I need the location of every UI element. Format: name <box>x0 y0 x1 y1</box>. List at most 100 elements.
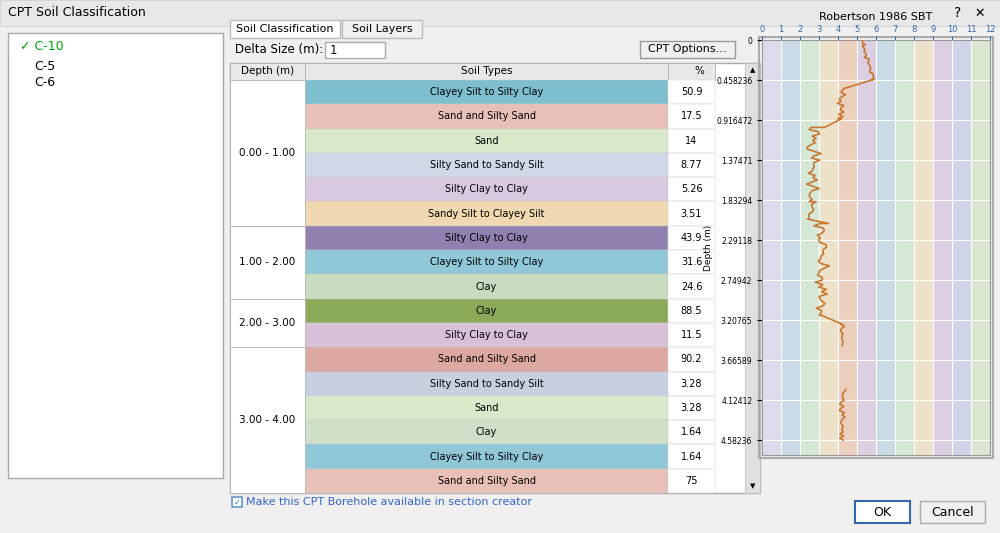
Text: 17.5: 17.5 <box>681 111 702 122</box>
Text: Depth (m): Depth (m) <box>241 67 294 77</box>
Text: Clayey Silt to Silty Clay: Clayey Silt to Silty Clay <box>430 257 543 267</box>
Text: 3.28: 3.28 <box>681 403 702 413</box>
Y-axis label: Depth (m): Depth (m) <box>704 224 713 271</box>
Bar <box>305 298 668 323</box>
Bar <box>668 347 715 372</box>
Bar <box>668 469 715 493</box>
Bar <box>305 347 668 372</box>
Text: OK: OK <box>874 505 892 519</box>
Bar <box>855 501 910 523</box>
Bar <box>668 274 715 298</box>
Bar <box>952 40 971 455</box>
Text: Silty Clay to Clay: Silty Clay to Clay <box>445 233 528 243</box>
Text: Sand: Sand <box>474 403 499 413</box>
Text: Silty Clay to Clay: Silty Clay to Clay <box>445 184 528 195</box>
Bar <box>668 396 715 420</box>
Bar <box>230 495 760 511</box>
Text: Clay: Clay <box>476 306 497 316</box>
Bar <box>305 469 668 493</box>
Text: 14: 14 <box>685 136 698 146</box>
Text: CPT Soil Classification: CPT Soil Classification <box>8 6 146 20</box>
Text: 24.6: 24.6 <box>681 281 702 292</box>
Text: ✓: ✓ <box>234 497 240 506</box>
Bar <box>668 80 715 104</box>
Text: 31.6: 31.6 <box>681 257 702 267</box>
Bar <box>232 497 242 507</box>
Text: Silty Clay to Clay: Silty Clay to Clay <box>445 330 528 340</box>
Text: 11.5: 11.5 <box>681 330 702 340</box>
Bar <box>305 63 668 80</box>
Bar <box>668 177 715 201</box>
Text: Make this CPT Borehole available in section creator: Make this CPT Borehole available in sect… <box>246 497 532 507</box>
Bar <box>305 396 668 420</box>
Bar <box>668 420 715 445</box>
Text: 90.2: 90.2 <box>681 354 702 365</box>
Bar <box>305 128 668 153</box>
Bar <box>342 20 422 38</box>
Bar <box>305 420 668 445</box>
Text: Silty Sand to Sandy Silt: Silty Sand to Sandy Silt <box>430 160 543 170</box>
Text: Cancel: Cancel <box>931 505 974 519</box>
Text: ✓ C-10: ✓ C-10 <box>20 39 64 52</box>
Bar <box>305 226 668 250</box>
Text: Sand and Silty Sand: Sand and Silty Sand <box>438 354 536 365</box>
Bar <box>305 372 668 396</box>
Text: 1.64: 1.64 <box>681 427 702 437</box>
Bar <box>895 40 914 455</box>
Bar <box>305 323 668 347</box>
Bar <box>819 40 838 455</box>
Title: Robertson 1986 SBT: Robertson 1986 SBT <box>819 12 933 22</box>
Text: 8.77: 8.77 <box>681 160 702 170</box>
Bar <box>325 42 385 58</box>
Text: CPT Options...: CPT Options... <box>648 44 726 54</box>
Bar <box>933 40 952 455</box>
Text: C-6: C-6 <box>34 77 55 90</box>
Bar <box>305 274 668 298</box>
Bar <box>305 201 668 226</box>
Bar <box>305 80 668 104</box>
Bar <box>305 104 668 128</box>
Text: Clayey Silt to Silty Clay: Clayey Silt to Silty Clay <box>430 87 543 97</box>
Text: Sandy Silt to Clayey Silt: Sandy Silt to Clayey Silt <box>428 208 545 219</box>
Text: 75: 75 <box>685 476 698 486</box>
Text: Clay: Clay <box>476 427 497 437</box>
Bar <box>668 104 715 128</box>
Text: C-5: C-5 <box>34 60 55 72</box>
Bar <box>914 40 933 455</box>
Text: ✕: ✕ <box>975 6 985 20</box>
Bar <box>230 347 305 493</box>
Text: ▼: ▼ <box>750 483 755 489</box>
Text: 3.51: 3.51 <box>681 208 702 219</box>
Bar <box>668 63 715 80</box>
Bar <box>800 40 819 455</box>
Bar <box>230 63 760 493</box>
Bar <box>230 226 305 298</box>
Text: 3.00 - 4.00: 3.00 - 4.00 <box>239 415 296 425</box>
Text: Sand and Silty Sand: Sand and Silty Sand <box>438 476 536 486</box>
Bar <box>668 201 715 226</box>
Text: Clay: Clay <box>476 281 497 292</box>
Bar <box>668 445 715 469</box>
Text: 2.00 - 3.00: 2.00 - 3.00 <box>239 318 296 328</box>
Text: 88.5: 88.5 <box>681 306 702 316</box>
Bar <box>668 323 715 347</box>
Text: 5.26: 5.26 <box>681 184 702 195</box>
Text: Soil Classification: Soil Classification <box>236 24 334 34</box>
Bar <box>305 153 668 177</box>
Bar <box>762 40 781 455</box>
Bar <box>668 298 715 323</box>
Bar <box>838 40 857 455</box>
Text: ▲: ▲ <box>750 67 755 73</box>
Bar <box>876 40 895 455</box>
Text: %: % <box>694 67 704 77</box>
Bar <box>8 33 223 478</box>
Bar <box>857 40 876 455</box>
Bar <box>230 80 305 226</box>
Text: ?: ? <box>954 6 962 20</box>
Bar <box>305 445 668 469</box>
Bar <box>230 63 305 80</box>
Bar <box>745 63 760 493</box>
Text: Delta Size (m):: Delta Size (m): <box>235 44 323 56</box>
Bar <box>781 40 800 455</box>
Bar <box>971 40 990 455</box>
